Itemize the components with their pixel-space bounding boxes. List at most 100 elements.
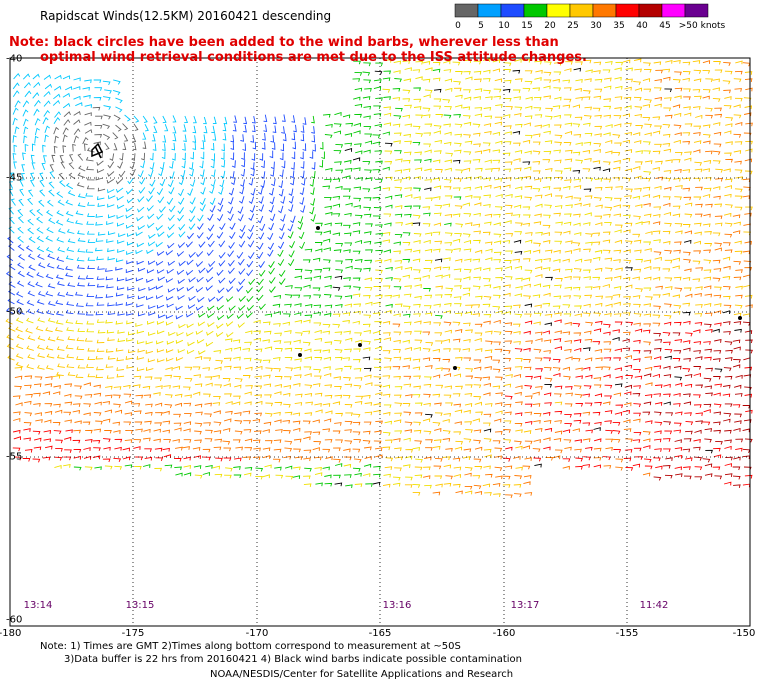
- wind-barb: [642, 411, 651, 416]
- wind-barb: [545, 167, 553, 172]
- wind-barb: [93, 141, 101, 146]
- wind-barb: [363, 149, 371, 154]
- wind-barb: [463, 96, 472, 101]
- wind-barb: [219, 223, 226, 231]
- wind-barb: [592, 256, 601, 261]
- wind-barb: [473, 429, 482, 434]
- wind-barb: [485, 257, 493, 261]
- wind-barb: [423, 114, 431, 118]
- wind-barb: [288, 195, 294, 204]
- wind-barb: [703, 160, 712, 164]
- wind-barb: [513, 374, 522, 378]
- wind-barb: [363, 314, 372, 319]
- wind-barb: [343, 188, 351, 193]
- wind-barb: [105, 348, 114, 353]
- wind-barb: [382, 285, 391, 290]
- wind-barb: [363, 240, 372, 245]
- wind-barb: [704, 356, 712, 361]
- wind-barb: [573, 339, 582, 343]
- wind-barb: [533, 439, 541, 443]
- wind-barb: [167, 260, 175, 266]
- wind-barb: [288, 188, 294, 196]
- wind-barb: [279, 223, 285, 232]
- wind-barb: [26, 364, 34, 370]
- wind-barb: [222, 132, 227, 141]
- wind-barb: [243, 124, 247, 133]
- wind-barb: [412, 141, 421, 146]
- wind-barb: [283, 341, 292, 345]
- wind-barb: [76, 356, 84, 361]
- wind-barb: [693, 177, 701, 182]
- wind-barb: [87, 356, 95, 361]
- wind-barb: [353, 310, 361, 315]
- wind-barb: [622, 338, 630, 343]
- wind-barb: [186, 259, 194, 266]
- wind-barb: [124, 412, 133, 416]
- wind-barb: [372, 196, 381, 201]
- wind-barb: [535, 368, 543, 372]
- x-tick-label: -150: [732, 628, 756, 639]
- wind-barb: [234, 457, 242, 462]
- wind-barb: [192, 447, 201, 451]
- wind-barb: [227, 206, 234, 215]
- wind-barb: [493, 213, 501, 218]
- wind-barb: [116, 258, 124, 263]
- wind-barb: [334, 295, 343, 300]
- wind-barb: [226, 313, 234, 320]
- wind-barb: [21, 164, 25, 172]
- wind-barb: [246, 304, 254, 312]
- wind-barb: [503, 349, 511, 354]
- wind-barb: [732, 475, 741, 480]
- wind-barb: [455, 71, 463, 75]
- wind-barb: [704, 312, 713, 317]
- wind-barb: [303, 483, 312, 488]
- wind-barb: [311, 134, 316, 143]
- wind-barb: [694, 321, 703, 326]
- wind-barb: [515, 401, 523, 406]
- wind-barb: [413, 277, 422, 282]
- wind-barb: [643, 62, 651, 67]
- wind-barb: [382, 375, 391, 379]
- wind-barb: [36, 246, 44, 253]
- wind-barb: [484, 115, 493, 120]
- wind-barb: [622, 205, 631, 209]
- wind-barb: [514, 265, 523, 270]
- wind-barb: [117, 240, 125, 244]
- wind-barb: [199, 204, 206, 212]
- wind-barb: [692, 260, 701, 265]
- wind-barb: [722, 310, 731, 315]
- wind-barb: [575, 402, 584, 407]
- wind-barb: [124, 400, 133, 405]
- wind-barb: [434, 258, 443, 263]
- wind-barb: [256, 294, 264, 302]
- wind-barb: [53, 385, 61, 389]
- wind-barb: [314, 392, 323, 397]
- wind-barb: [289, 241, 296, 249]
- wind-barb: [602, 249, 611, 254]
- wind-barb: [562, 258, 570, 263]
- wind-barb: [294, 303, 302, 307]
- wind-barb: [492, 440, 501, 444]
- wind-barb: [655, 384, 663, 389]
- x-tick-label: -165: [368, 628, 392, 639]
- wind-barb: [702, 193, 711, 198]
- wind-barb: [173, 375, 182, 380]
- wind-barb: [494, 466, 503, 471]
- wind-barb: [614, 411, 623, 416]
- wind-barb: [713, 375, 721, 380]
- wind-barb: [35, 281, 43, 288]
- wind-barb: [675, 151, 683, 156]
- wind-barb: [293, 466, 301, 471]
- wind-barb: [345, 122, 354, 127]
- wind-barb: [414, 339, 423, 344]
- wind-barb: [514, 313, 523, 318]
- wind-barb: [214, 438, 223, 443]
- wind-barb: [205, 276, 214, 283]
- wind-barb: [258, 261, 265, 269]
- wind-barb: [614, 197, 622, 202]
- wind-barb: [653, 393, 662, 397]
- wind-barb: [314, 356, 323, 361]
- wind-barb: [603, 331, 611, 336]
- wind-barb: [644, 366, 653, 371]
- wind-barb: [216, 323, 224, 329]
